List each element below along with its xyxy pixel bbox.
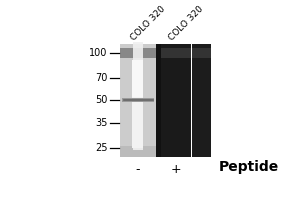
Text: COLO 320: COLO 320 bbox=[129, 4, 167, 42]
Bar bbox=[120, 146, 156, 157]
Text: 100: 100 bbox=[89, 48, 107, 58]
Bar bbox=[120, 44, 156, 157]
Text: 35: 35 bbox=[95, 118, 107, 128]
Bar bbox=[156, 44, 161, 157]
Bar bbox=[161, 48, 191, 58]
Text: 25: 25 bbox=[95, 143, 107, 153]
Text: -: - bbox=[136, 163, 140, 176]
Text: 70: 70 bbox=[95, 73, 107, 83]
Bar bbox=[120, 48, 156, 58]
Bar bbox=[132, 60, 143, 148]
Bar bbox=[122, 98, 154, 102]
Bar bbox=[132, 60, 143, 97]
Text: COLO 320: COLO 320 bbox=[167, 4, 205, 42]
Bar bbox=[192, 44, 211, 157]
Bar bbox=[133, 42, 143, 150]
Bar bbox=[161, 44, 191, 157]
Text: +: + bbox=[170, 163, 181, 176]
Text: Peptide: Peptide bbox=[219, 160, 279, 174]
Bar bbox=[192, 48, 211, 58]
Text: 50: 50 bbox=[95, 95, 107, 105]
